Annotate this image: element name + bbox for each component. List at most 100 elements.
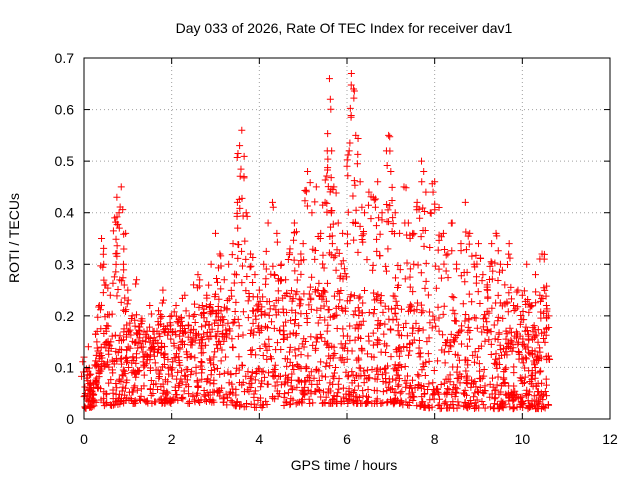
data-point xyxy=(494,336,502,344)
data-point xyxy=(337,260,345,268)
data-point xyxy=(265,311,273,319)
data-point xyxy=(360,379,368,387)
data-point xyxy=(304,167,312,175)
data-point xyxy=(220,394,228,402)
data-point xyxy=(376,366,384,374)
data-point xyxy=(102,327,110,335)
data-point xyxy=(523,260,531,268)
data-point xyxy=(193,332,201,340)
data-point xyxy=(249,319,257,327)
data-point xyxy=(179,337,187,345)
data-point xyxy=(253,306,261,314)
data-point xyxy=(198,302,206,310)
data-point xyxy=(383,387,391,395)
data-point xyxy=(464,356,472,364)
data-point xyxy=(201,392,209,400)
data-point xyxy=(385,218,393,226)
data-point xyxy=(455,356,463,364)
data-point xyxy=(427,209,435,217)
data-point xyxy=(292,352,300,360)
data-point xyxy=(430,390,438,398)
data-point xyxy=(431,200,439,208)
data-point xyxy=(113,384,121,392)
data-point xyxy=(134,344,142,352)
data-point xyxy=(421,372,429,380)
data-point xyxy=(429,379,437,387)
data-point xyxy=(113,249,121,257)
data-point xyxy=(146,385,154,393)
data-point xyxy=(155,307,163,315)
data-point xyxy=(159,363,167,371)
data-point xyxy=(292,330,300,338)
data-point xyxy=(236,204,244,212)
data-point xyxy=(339,229,347,237)
data-point xyxy=(426,244,434,252)
data-point xyxy=(94,383,102,391)
data-point xyxy=(478,398,486,406)
data-point xyxy=(525,308,533,316)
data-point xyxy=(417,269,425,277)
data-point xyxy=(251,387,259,395)
data-point xyxy=(228,335,236,343)
data-point xyxy=(140,328,148,336)
data-point xyxy=(149,390,157,398)
data-point xyxy=(521,373,529,381)
data-point xyxy=(437,381,445,389)
data-point xyxy=(103,322,111,330)
data-point xyxy=(381,320,389,328)
data-point xyxy=(129,353,137,361)
data-point xyxy=(195,282,203,290)
data-point xyxy=(322,373,330,381)
data-point xyxy=(372,397,380,405)
data-point xyxy=(495,329,503,337)
data-point xyxy=(329,351,337,359)
data-point xyxy=(437,274,445,282)
data-point xyxy=(473,324,481,332)
data-point xyxy=(291,267,299,275)
data-point xyxy=(523,327,531,335)
data-point xyxy=(507,388,515,396)
data-point xyxy=(494,313,502,321)
data-point xyxy=(464,328,472,336)
data-point xyxy=(513,288,521,296)
data-point xyxy=(178,367,186,375)
data-point xyxy=(341,340,349,348)
data-point xyxy=(290,236,298,244)
data-point xyxy=(170,308,178,316)
data-point xyxy=(104,337,112,345)
data-point xyxy=(534,352,542,360)
data-point xyxy=(92,378,100,386)
data-point xyxy=(415,344,423,352)
data-point xyxy=(273,339,281,347)
data-point xyxy=(303,364,311,372)
data-point xyxy=(178,294,186,302)
data-point xyxy=(336,274,344,282)
data-point xyxy=(165,370,173,378)
data-point xyxy=(261,322,269,330)
data-point xyxy=(476,254,484,262)
data-point xyxy=(216,370,224,378)
data-point xyxy=(263,355,271,363)
data-point xyxy=(499,314,507,322)
data-point xyxy=(369,329,377,337)
data-point xyxy=(518,355,526,363)
data-point xyxy=(435,401,443,409)
data-point xyxy=(479,323,487,331)
data-point xyxy=(472,404,480,412)
data-point xyxy=(516,320,524,328)
data-point xyxy=(317,393,325,401)
data-point xyxy=(158,299,166,307)
data-point xyxy=(194,389,202,397)
data-point xyxy=(106,291,114,299)
data-point xyxy=(286,249,294,257)
data-point xyxy=(382,267,390,275)
data-point xyxy=(395,381,403,389)
data-point xyxy=(373,367,381,375)
data-point xyxy=(505,343,513,351)
data-point xyxy=(500,374,508,382)
data-point xyxy=(531,374,539,382)
data-point xyxy=(109,386,117,394)
data-point xyxy=(159,286,167,294)
data-point xyxy=(355,294,363,302)
data-point xyxy=(105,350,113,358)
